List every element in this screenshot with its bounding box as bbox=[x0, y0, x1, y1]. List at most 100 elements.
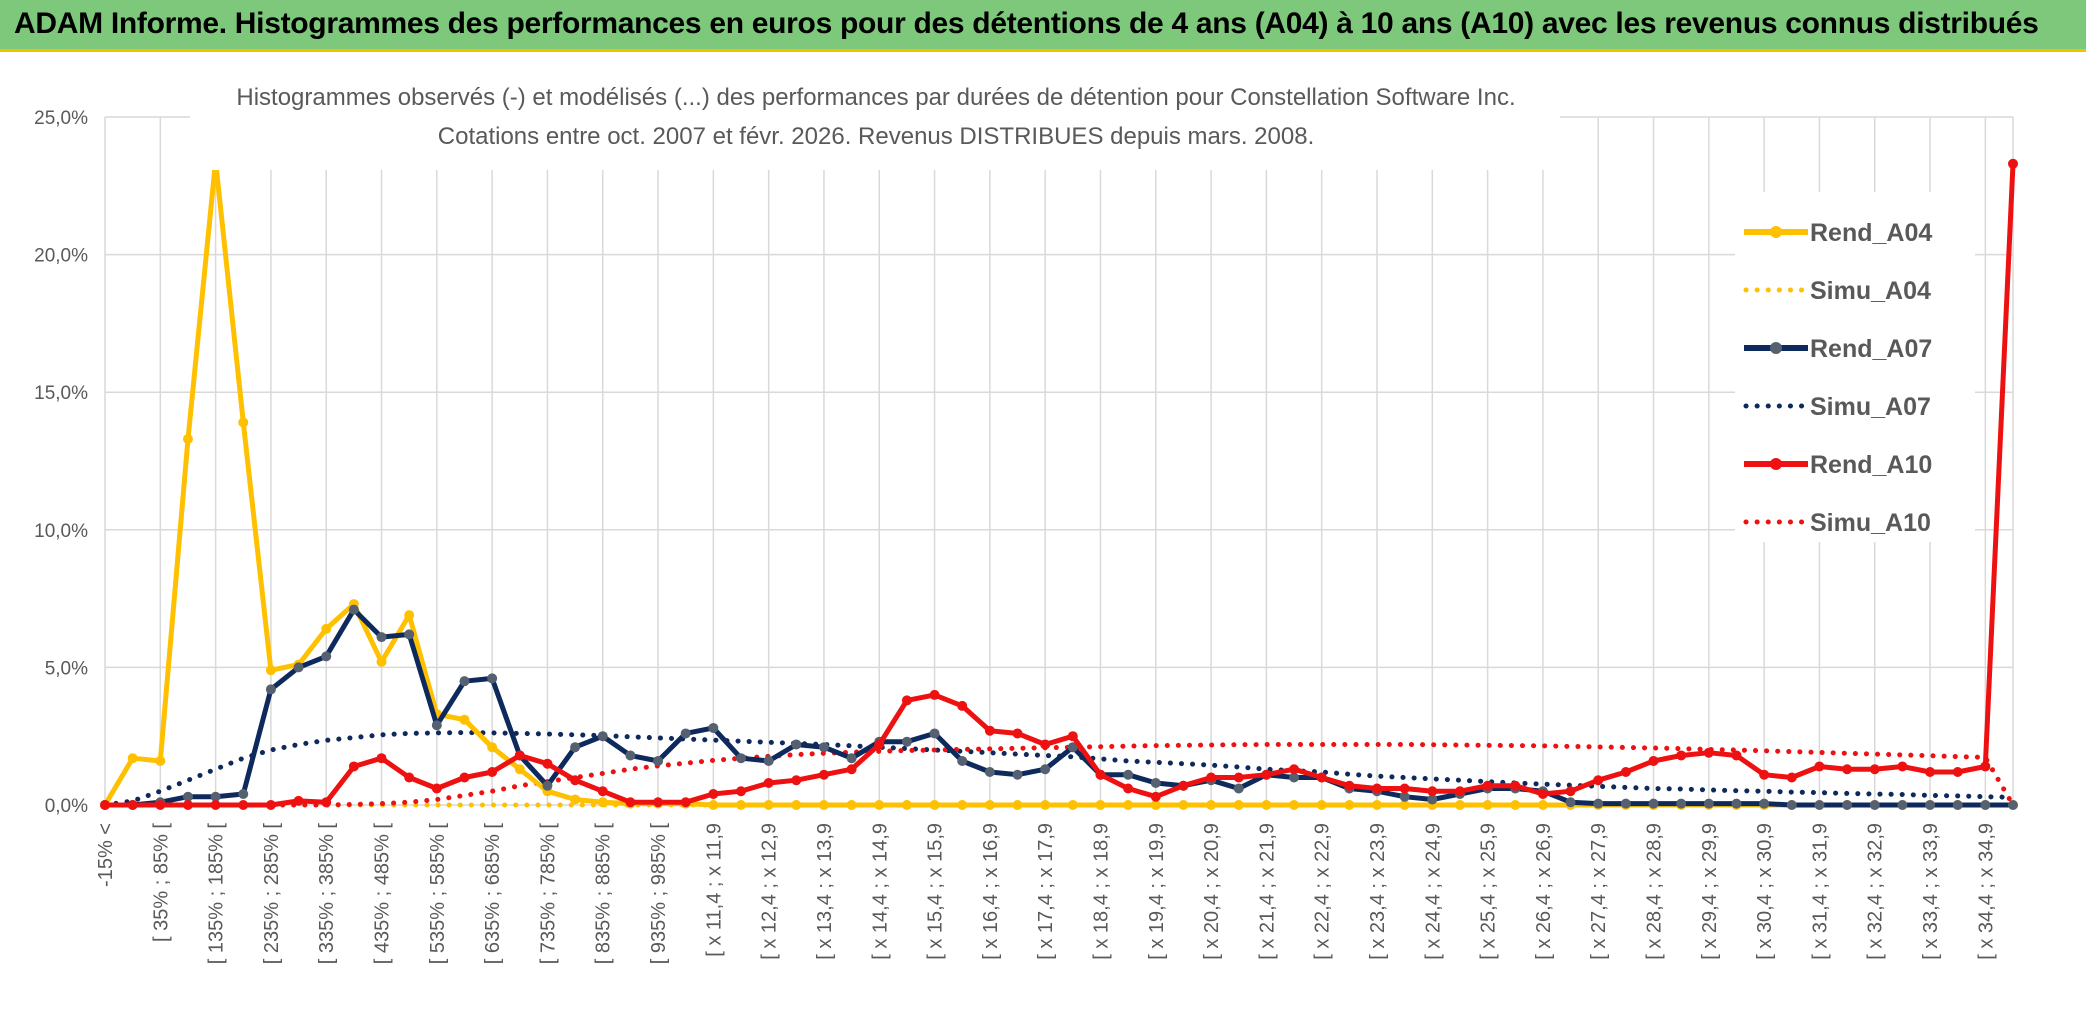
legend-item-rend-a04: Rend_A04 bbox=[1744, 219, 1932, 247]
x-tick-label: [ x 26,4 ; x 26,9 bbox=[1533, 823, 1555, 960]
data-point bbox=[1980, 761, 1991, 772]
data-point bbox=[1454, 800, 1465, 810]
data-point bbox=[487, 766, 498, 777]
data-point bbox=[210, 800, 221, 810]
data-point bbox=[1703, 747, 1714, 758]
legend-item-rend-a07: Rend_A07 bbox=[1744, 335, 1932, 363]
data-point bbox=[1952, 766, 1963, 777]
data-point bbox=[901, 800, 912, 810]
data-point bbox=[1399, 800, 1410, 810]
x-tick-label: [ x 28,4 ; x 28,9 bbox=[1644, 823, 1666, 960]
data-point bbox=[1344, 800, 1355, 810]
data-point bbox=[1123, 769, 1134, 780]
data-point bbox=[763, 755, 774, 766]
data-point bbox=[1206, 800, 1217, 810]
x-tick-label: [ 35% ; 85% [ bbox=[150, 823, 172, 942]
legend-label: Simu_A04 bbox=[1810, 277, 1931, 305]
x-tick-label: [ x 22,4 ; x 22,9 bbox=[1312, 823, 1334, 960]
data-point bbox=[1316, 772, 1327, 783]
data-point bbox=[1510, 800, 1521, 810]
legend-item-simu-a07: Simu_A07 bbox=[1743, 393, 1931, 421]
x-tick-label: [ 935% ; 985% [ bbox=[648, 823, 670, 965]
data-point bbox=[376, 632, 387, 643]
data-point bbox=[1289, 800, 1300, 810]
data-point bbox=[1648, 755, 1659, 766]
data-point bbox=[404, 629, 415, 640]
data-point bbox=[155, 800, 166, 810]
series-rend-a10 bbox=[100, 158, 2018, 810]
data-point bbox=[155, 755, 166, 766]
series-rend-a07 bbox=[100, 604, 2018, 810]
data-point bbox=[984, 725, 995, 736]
data-point bbox=[1593, 775, 1604, 786]
data-point bbox=[459, 772, 470, 783]
chart-title-block: Histogrammes observés (-) et modélisés (… bbox=[190, 72, 1560, 170]
data-point bbox=[514, 764, 525, 775]
data-point bbox=[957, 700, 968, 711]
data-point bbox=[2008, 800, 2018, 810]
series-simu-a07 bbox=[102, 730, 2016, 808]
data-point bbox=[1261, 769, 1272, 780]
data-point bbox=[459, 714, 470, 725]
data-point bbox=[1123, 800, 1134, 810]
data-point bbox=[1150, 777, 1161, 788]
data-point bbox=[238, 417, 249, 428]
y-tick-label: 0,0% bbox=[45, 796, 88, 817]
data-point bbox=[487, 673, 498, 684]
data-point bbox=[763, 777, 774, 788]
x-tick-label: -15% < bbox=[95, 823, 117, 887]
data-point bbox=[1786, 772, 1797, 783]
legend-label: Rend_A10 bbox=[1810, 451, 1932, 479]
y-tick-label: 25,0% bbox=[34, 108, 88, 129]
data-point bbox=[984, 800, 995, 810]
data-point bbox=[1869, 800, 1880, 810]
data-point bbox=[625, 797, 636, 808]
data-point bbox=[293, 795, 304, 806]
data-point bbox=[265, 800, 276, 810]
series-line bbox=[102, 158, 2013, 808]
data-point bbox=[100, 800, 110, 810]
data-point bbox=[404, 772, 415, 783]
data-point bbox=[1372, 800, 1382, 810]
data-point bbox=[1150, 800, 1161, 810]
data-point bbox=[542, 758, 553, 769]
series-line bbox=[102, 730, 2016, 808]
data-point bbox=[625, 750, 636, 761]
data-point bbox=[1759, 798, 1770, 809]
legend-item-simu-a04: Simu_A04 bbox=[1743, 277, 1931, 305]
x-tick-label: [ 135% ; 185% [ bbox=[206, 823, 228, 965]
x-tick-label: [ 535% ; 585% [ bbox=[427, 823, 449, 965]
x-tick-label: [ x 19,4 ; x 19,9 bbox=[1146, 823, 1168, 960]
data-point bbox=[1427, 794, 1438, 805]
data-point bbox=[680, 728, 691, 739]
chart-title-line2: Cotations entre oct. 2007 et févr. 2026.… bbox=[438, 123, 1314, 150]
data-point bbox=[1786, 800, 1797, 810]
data-point bbox=[901, 736, 912, 747]
data-point bbox=[127, 753, 138, 764]
data-point bbox=[929, 689, 940, 700]
data-point bbox=[1703, 798, 1714, 809]
data-point bbox=[542, 780, 553, 791]
data-point bbox=[846, 764, 857, 775]
data-point bbox=[459, 676, 470, 687]
data-point bbox=[957, 755, 968, 766]
y-tick-label: 10,0% bbox=[34, 521, 88, 542]
data-point bbox=[984, 766, 995, 777]
data-point bbox=[1040, 739, 1051, 750]
data-point bbox=[818, 769, 829, 780]
data-point bbox=[1897, 761, 1908, 772]
data-point bbox=[1537, 788, 1548, 799]
data-point bbox=[1593, 798, 1604, 809]
data-point bbox=[1814, 761, 1825, 772]
data-point bbox=[1178, 780, 1189, 791]
x-tick-label: [ x 18,4 ; x 18,9 bbox=[1090, 823, 1112, 960]
x-tick-label: [ x 29,4 ; x 29,9 bbox=[1699, 823, 1721, 960]
data-point bbox=[1565, 786, 1576, 797]
data-point bbox=[1289, 764, 1300, 775]
x-tick-label: [ x 21,4 ; x 21,9 bbox=[1256, 823, 1278, 960]
y-tick-label: 15,0% bbox=[34, 383, 88, 404]
data-point bbox=[2008, 158, 2018, 169]
x-axis-ticks: -15% < [ 35% ; 85% [[ 135% ; 185% [[ 235%… bbox=[95, 823, 1997, 965]
legend-marker bbox=[1770, 458, 1782, 470]
data-point bbox=[680, 797, 691, 808]
